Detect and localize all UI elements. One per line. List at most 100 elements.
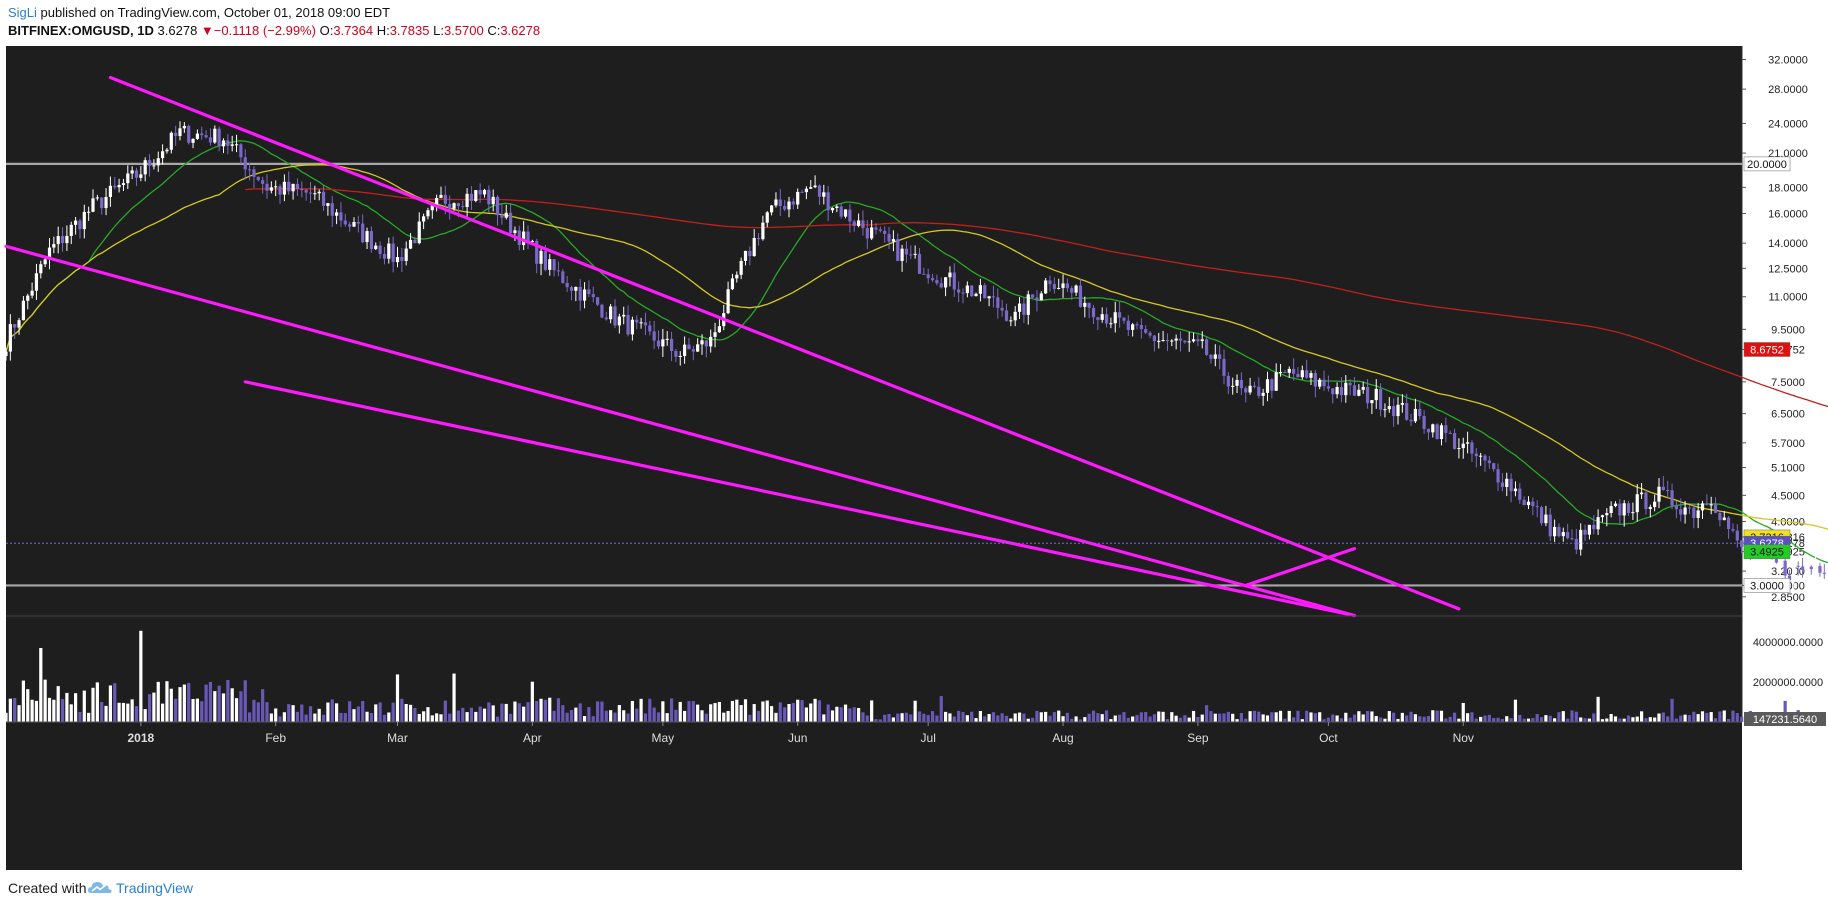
volume-bar	[304, 714, 308, 722]
author-link[interactable]: SigLi	[8, 5, 37, 20]
volume-bar	[539, 698, 543, 722]
candle-body	[787, 201, 791, 210]
candle-body	[669, 338, 674, 351]
volume-bar	[178, 687, 182, 722]
candle-body	[778, 199, 782, 206]
volume-bar	[961, 712, 965, 722]
volume-bar	[1727, 718, 1731, 722]
tradingview-link[interactable]: TradingView	[116, 880, 194, 896]
volume-bar	[1183, 715, 1187, 722]
volume-bar	[1452, 712, 1457, 722]
candle-body	[870, 227, 874, 239]
candle-body	[1561, 532, 1565, 537]
trendline[interactable]	[1244, 547, 1357, 588]
volume-bar	[187, 683, 191, 722]
volume-last-label: 147231.5640	[1753, 714, 1817, 726]
volume-bar	[69, 704, 73, 722]
volume-bar	[1661, 712, 1665, 722]
candle-body	[52, 244, 56, 248]
volume-bar	[922, 713, 926, 722]
candle-body	[60, 236, 65, 244]
volume-bar	[1144, 712, 1148, 722]
volume-bar	[652, 707, 656, 722]
candle-body	[1118, 312, 1122, 318]
volume-bar	[1009, 718, 1013, 722]
time-axis[interactable]: 2018 Feb Mar Apr May Jun Jul Aug Sep Oct Nov	[6, 721, 1742, 870]
volume-bar	[526, 702, 530, 722]
volume-bar	[1596, 696, 1600, 722]
candle-body	[961, 292, 965, 294]
volume-bar	[435, 713, 439, 722]
candle-body	[978, 285, 982, 294]
candle-body	[935, 280, 939, 284]
volume-bar	[147, 694, 152, 722]
candle-body	[1818, 566, 1822, 573]
candle-body	[535, 240, 539, 264]
candle-body	[1466, 442, 1470, 444]
volume-bar	[1274, 712, 1278, 722]
volume-bar	[1400, 712, 1404, 722]
price-chart[interactable]: 32.000028.000024.000021.000018.000016.00…	[0, 46, 1828, 870]
candle-body	[1814, 566, 1818, 570]
candle-body	[69, 224, 73, 236]
volume-bar	[165, 681, 169, 722]
volume-bar	[1035, 710, 1039, 722]
volume-bar	[709, 704, 713, 722]
candle-body	[1178, 338, 1183, 341]
candle-body	[461, 206, 465, 208]
candle-body	[1274, 372, 1278, 391]
volume-bar	[1122, 712, 1126, 722]
candle-body	[1618, 503, 1622, 516]
volume-bar	[1731, 710, 1735, 722]
volume-bar	[448, 713, 452, 722]
trendline[interactable]	[243, 380, 1357, 618]
candle-body	[1322, 379, 1326, 387]
volume-bar	[374, 704, 378, 722]
volume-bar	[1479, 716, 1483, 722]
candle-body	[743, 250, 748, 261]
candle-body	[1444, 425, 1448, 433]
candle-body	[217, 128, 221, 147]
volume-bar	[1648, 717, 1652, 722]
trendline[interactable]	[108, 75, 1461, 611]
candle-body	[1439, 425, 1444, 440]
volume-bar	[896, 713, 900, 722]
candle-body	[200, 133, 204, 136]
volume-bar	[643, 713, 648, 722]
time-tick-label: 2018	[127, 731, 154, 745]
candle-body	[683, 344, 687, 356]
volume-bar	[1409, 711, 1413, 722]
close-value: 3.6278	[500, 23, 541, 38]
candle-body	[1004, 310, 1009, 321]
volume-bar	[1309, 712, 1313, 722]
volume-bar	[791, 703, 795, 722]
volume-bar	[874, 719, 878, 722]
moving-average-line	[5, 140, 1828, 564]
volume-bar	[1331, 714, 1335, 722]
candle-body	[887, 233, 891, 242]
symbol-name[interactable]: BITFINEX:OMGUSD, 1D	[8, 23, 154, 38]
volume-bar	[861, 712, 865, 722]
volume-bar	[1283, 718, 1287, 722]
candle-body	[1083, 302, 1087, 307]
candle-body	[326, 203, 330, 206]
candle-body	[1287, 368, 1291, 373]
tradingview-cloud-icon[interactable]	[88, 881, 112, 895]
volume-bar	[1152, 714, 1156, 722]
volume-bar	[878, 719, 882, 722]
price-axis[interactable]: 32.000028.000024.000021.000018.000016.00…	[1741, 46, 1828, 722]
volume-bar	[1013, 713, 1017, 722]
candle-body	[1365, 386, 1370, 404]
candle-body	[804, 188, 808, 193]
trendlines[interactable]	[4, 75, 1461, 618]
candle-body	[1022, 303, 1026, 315]
published-text: published on TradingView.com, October 01…	[40, 5, 391, 20]
trendline[interactable]	[4, 244, 1357, 618]
volume-bar	[369, 712, 373, 722]
candle-body	[1539, 507, 1544, 524]
candle-body	[948, 272, 952, 278]
candle-body	[1226, 375, 1230, 387]
price-tick-label: 18.0000	[1768, 182, 1808, 194]
price-tick-label: 11.0000	[1769, 292, 1808, 304]
volume-bar	[604, 710, 608, 722]
